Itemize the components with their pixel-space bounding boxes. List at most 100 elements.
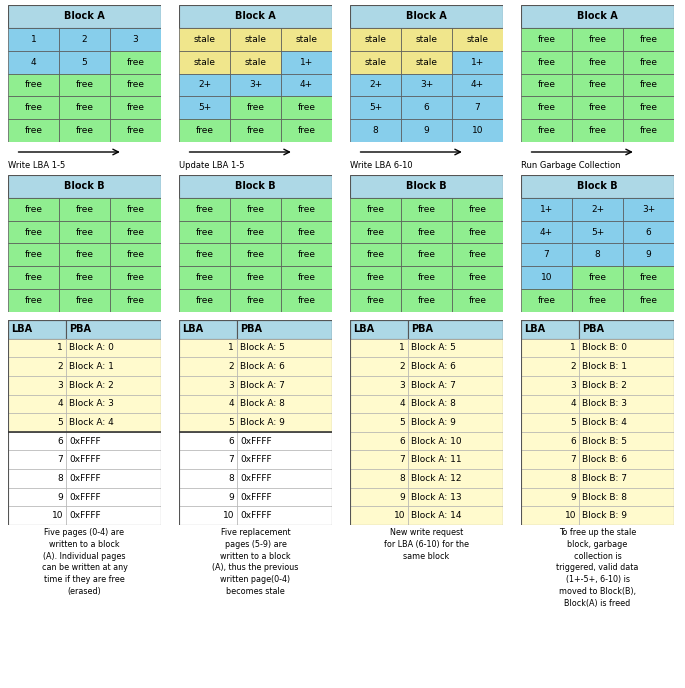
Text: 0xFFFF: 0xFFFF [69,511,101,520]
Text: 7: 7 [399,455,405,464]
Text: 3+: 3+ [249,80,262,89]
Text: 6: 6 [58,437,63,446]
Bar [281,51,332,74]
Text: free: free [297,126,316,135]
Bar [572,266,623,289]
Bar [281,198,332,221]
Text: 2+: 2+ [198,80,211,89]
Bar [8,338,66,357]
Text: Block A: 9: Block A: 9 [240,418,285,427]
Bar [350,289,401,312]
Bar [237,338,332,357]
Bar [452,266,503,289]
Text: 10: 10 [51,511,63,520]
Text: free: free [640,273,658,282]
Bar [66,357,161,376]
Text: free: free [127,205,145,214]
Text: free: free [195,228,214,237]
Bar [452,96,503,119]
Bar [179,119,230,142]
Bar [401,28,452,51]
Text: Block A: Block A [406,12,447,21]
Text: Block A: Block A [64,12,105,21]
Bar [237,451,332,469]
Bar [8,221,59,244]
Bar [521,28,572,51]
Text: stale: stale [295,35,318,44]
Bar [401,266,452,289]
Text: 9: 9 [228,493,234,502]
Text: 1+: 1+ [300,58,313,67]
Bar [281,289,332,312]
Text: 0xFFFF: 0xFFFF [69,437,101,446]
Text: free: free [366,250,384,259]
Bar [521,376,579,394]
Bar [179,357,237,376]
Text: 6: 6 [646,228,651,237]
Bar [66,469,161,488]
Bar [408,451,503,469]
Text: free: free [127,80,145,89]
Bar [521,74,572,96]
Text: Block B: 0: Block B: 0 [582,343,627,352]
Text: stale: stale [416,58,438,67]
Bar [579,338,674,357]
Bar [350,357,408,376]
Text: free: free [538,80,556,89]
Text: Block A: 7: Block A: 7 [411,380,456,389]
Text: free: free [297,296,316,305]
Bar [350,74,401,96]
Bar [8,451,66,469]
Bar [521,320,579,338]
Bar [59,266,110,289]
Bar [408,376,503,394]
Text: 2+: 2+ [369,80,382,89]
Text: free: free [25,228,42,237]
Text: free: free [25,126,42,135]
Text: 0xFFFF: 0xFFFF [69,474,101,483]
Bar [350,320,408,338]
Text: Block A: 2: Block A: 2 [69,380,114,389]
Bar [110,266,161,289]
Bar [452,74,503,96]
Text: 9: 9 [58,493,63,502]
Bar [408,488,503,506]
Bar [521,96,572,119]
Bar [623,74,674,96]
Text: 7: 7 [58,455,63,464]
Bar [572,96,623,119]
Text: 4+: 4+ [471,80,484,89]
Bar [179,451,237,469]
Bar [179,413,237,432]
Bar [401,96,452,119]
Text: Block A: 13: Block A: 13 [411,493,462,502]
Text: free: free [640,296,658,305]
Bar [350,266,401,289]
Bar [623,51,674,74]
Bar [8,198,59,221]
Bar [623,289,674,312]
Bar [408,469,503,488]
Bar [59,119,110,142]
Bar [281,28,332,51]
Text: 0xFFFF: 0xFFFF [240,493,272,502]
Text: free: free [247,126,264,135]
Text: 9: 9 [646,250,651,259]
Text: stale: stale [364,35,386,44]
Bar [179,244,230,266]
Text: New write request
for LBA (6-10) for the
same block: New write request for LBA (6-10) for the… [384,528,469,561]
Bar [623,119,674,142]
Text: 1: 1 [31,35,36,44]
Bar [281,244,332,266]
Text: 0xFFFF: 0xFFFF [240,474,272,483]
Bar [579,394,674,413]
Bar [408,320,503,338]
Text: free: free [25,273,42,282]
Bar [350,119,401,142]
Text: free: free [640,126,658,135]
Text: free: free [469,205,486,214]
Text: 5: 5 [399,418,405,427]
Text: Block A: 6: Block A: 6 [240,362,285,371]
Bar [521,394,579,413]
Bar [237,469,332,488]
